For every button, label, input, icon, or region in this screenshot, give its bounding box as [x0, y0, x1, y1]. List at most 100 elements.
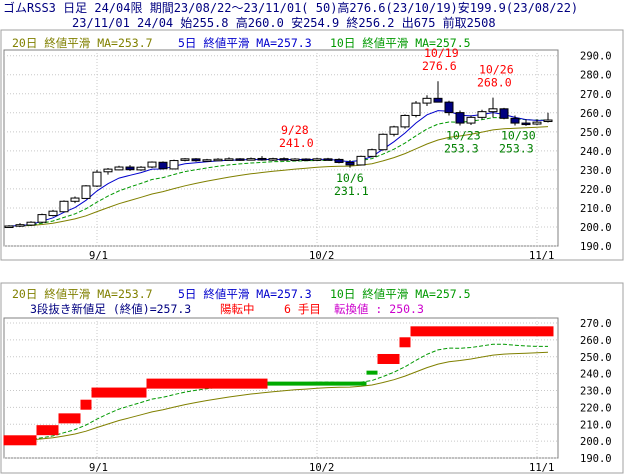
top-plot-area — [3, 49, 559, 247]
candle-body — [169, 160, 179, 170]
candle-body — [37, 214, 47, 223]
candle-body — [70, 197, 80, 202]
kagi-brick-up — [135, 387, 147, 398]
candle-body — [15, 224, 25, 227]
kagi-brick-flat — [366, 370, 378, 375]
kagi-brick-up — [498, 326, 510, 337]
bottom-ytick-label: 230.0 — [580, 386, 612, 398]
top-xtick-label: 9/1 — [89, 250, 108, 262]
candle-body — [488, 108, 498, 113]
candle-body — [466, 116, 476, 124]
annotation-date: 10/26 — [479, 63, 514, 77]
top-ytick-label: 210.0 — [580, 203, 612, 215]
candle-body — [433, 97, 443, 103]
candle-body — [543, 119, 553, 123]
kagi-brick-flat — [322, 381, 334, 386]
bottom-xtick-label: 10/2 — [309, 462, 334, 474]
candle-body — [257, 157, 267, 161]
annotation-value: 241.0 — [279, 136, 314, 150]
top-ytick-label: 220.0 — [580, 184, 612, 196]
top-ytick-label: 250.0 — [580, 127, 612, 139]
top-legend-ma20: 20日 終値平滑 MA=253.7 — [12, 36, 153, 50]
annotation-date: 10/6 — [336, 171, 364, 185]
kagi-brick-up — [91, 387, 103, 398]
bottom-ytick-label: 260.0 — [580, 335, 612, 347]
kagi-brick-up — [223, 378, 235, 389]
candle-body — [202, 159, 212, 162]
kagi-brick-up — [509, 326, 521, 337]
annotation-value: 231.1 — [334, 184, 369, 198]
candle-body — [389, 126, 399, 135]
kagi-brick-up — [520, 326, 532, 337]
candle-body — [26, 221, 36, 226]
kagi-brick-up — [388, 353, 400, 364]
candle-body — [158, 161, 168, 170]
candle-body — [345, 161, 355, 166]
kagi-brick-up — [465, 326, 477, 337]
kagi-brick-up — [25, 435, 37, 446]
kagi-brick-flat — [311, 381, 323, 386]
candle-body — [400, 114, 410, 128]
bottom-legend-ma5: 5日 終値平滑 MA=257.3 — [178, 287, 312, 301]
top-ytick-label: 190.0 — [580, 241, 612, 253]
candle-body — [422, 97, 432, 104]
bottom-legend-ma10: 10日 終値平滑 MA=257.5 — [330, 287, 471, 301]
bottom-ytick-label: 250.0 — [580, 352, 612, 364]
annotation-date: 10/30 — [501, 129, 536, 143]
annotation-date: 9/28 — [281, 123, 309, 137]
kagi-brick-up — [234, 378, 246, 389]
kagi-brick-up — [124, 387, 136, 398]
kagi-brick-up — [3, 435, 15, 446]
candle-body — [312, 158, 322, 161]
chart-header-line1: ゴムRSS3 日足 24/04限 期間23/08/22～23/11/01( 50… — [3, 1, 579, 15]
candle-body — [510, 117, 520, 124]
candle-body — [48, 210, 58, 217]
kagi-brick-up — [542, 326, 554, 337]
kagi-brick-up — [146, 378, 158, 389]
kagi-brick-up — [113, 387, 125, 398]
top-ma20-line — [8, 126, 549, 227]
annotation-value: 253.3 — [444, 142, 479, 156]
candle-body — [59, 200, 69, 213]
kagi-brick-up — [256, 378, 268, 389]
bottom-legend-ma20: 20日 終値平滑 MA=253.7 — [12, 287, 153, 301]
top-ytick-label: 270.0 — [580, 89, 612, 101]
top-legend-ma5: 5日 終値平滑 MA=257.3 — [178, 36, 312, 50]
bottom-ma20-line — [8, 351, 549, 441]
candle-body — [455, 112, 465, 124]
bottom-ytick-label: 210.0 — [580, 419, 612, 431]
kagi-brick-flat — [344, 381, 356, 386]
bottom-ytick-label: 270.0 — [580, 318, 612, 330]
candle-body — [290, 158, 300, 162]
candle-body — [378, 133, 388, 151]
top-ytick-label: 230.0 — [580, 165, 612, 177]
top-legend-ma10: 10日 終値平滑 MA=257.5 — [330, 36, 471, 50]
kagi-brick-flat — [289, 381, 301, 386]
kagi-brick-up — [443, 326, 455, 337]
candle-body — [81, 185, 91, 199]
annotation-date: 10/19 — [424, 46, 459, 60]
kagi-brick-up — [421, 326, 433, 337]
kagi-brick-up — [14, 435, 26, 446]
bottom-xtick-label: 9/1 — [89, 462, 108, 474]
bottom-turn-count: 6 手目 — [284, 302, 321, 316]
kagi-brick-up — [487, 326, 499, 337]
top-ytick-label: 280.0 — [580, 70, 612, 82]
kagi-brick-flat — [300, 381, 312, 386]
bottom-ytick-label: 200.0 — [580, 436, 612, 448]
annotation-date: 10/23 — [446, 129, 481, 143]
annotation-value: 276.6 — [422, 59, 457, 73]
kagi-brick-up — [80, 399, 92, 410]
candle-body — [4, 225, 14, 229]
candle-body — [114, 166, 124, 171]
candle-body — [301, 158, 311, 162]
kagi-brick-up — [245, 378, 257, 389]
candle-body — [499, 108, 509, 119]
kagi-brick-up — [432, 326, 444, 337]
kagi-brick-up — [168, 378, 180, 389]
top-ytick-label: 290.0 — [580, 51, 612, 63]
kagi-brick-up — [102, 387, 114, 398]
candle-body — [147, 161, 157, 168]
candle-body — [444, 101, 454, 114]
